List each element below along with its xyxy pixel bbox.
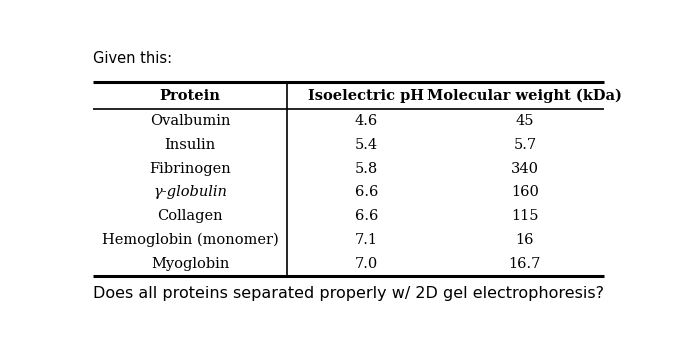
Text: 340: 340 [511,162,539,176]
Text: 160: 160 [511,185,539,199]
Text: 16: 16 [515,233,534,247]
Text: Molecular weight (kDa): Molecular weight (kDa) [428,88,622,103]
Text: γ-globulin: γ-globulin [153,185,227,199]
Text: Myoglobin: Myoglobin [151,257,229,271]
Text: 4.6: 4.6 [355,114,378,128]
Text: Protein: Protein [160,88,220,103]
Text: Hemoglobin (monomer): Hemoglobin (monomer) [101,233,278,247]
Text: 7.1: 7.1 [355,233,378,247]
Text: Insulin: Insulin [165,138,216,152]
Text: Fibrinogen: Fibrinogen [149,162,231,176]
Text: 5.8: 5.8 [355,162,378,176]
Text: 6.6: 6.6 [355,209,378,223]
Text: 5.4: 5.4 [355,138,378,152]
Text: 45: 45 [515,114,534,128]
Text: Isoelectric pH: Isoelectric pH [309,88,424,103]
Text: Ovalbumin: Ovalbumin [150,114,231,128]
Text: Does all proteins separated properly w/ 2D gel electrophoresis?: Does all proteins separated properly w/ … [93,286,604,302]
Text: 6.6: 6.6 [355,185,378,199]
Text: Collagen: Collagen [157,209,223,223]
Text: 5.7: 5.7 [513,138,537,152]
Text: Given this:: Given this: [93,51,172,65]
Text: 16.7: 16.7 [509,257,541,271]
Text: 7.0: 7.0 [355,257,378,271]
Text: 115: 115 [511,209,539,223]
